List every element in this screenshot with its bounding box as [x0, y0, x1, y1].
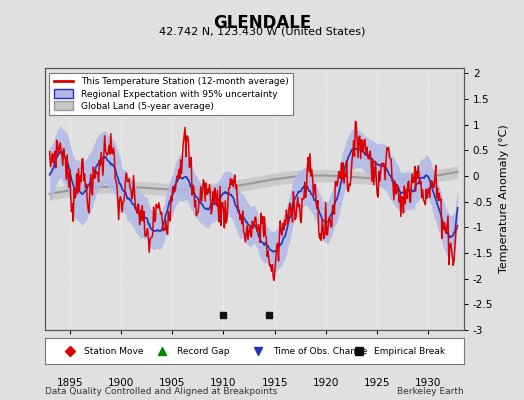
Text: 1930: 1930: [415, 378, 441, 388]
Y-axis label: Temperature Anomaly (°C): Temperature Anomaly (°C): [499, 125, 509, 273]
Text: 1905: 1905: [159, 378, 185, 388]
Text: 1895: 1895: [57, 378, 83, 388]
Text: 1925: 1925: [364, 378, 390, 388]
Text: GLENDALE: GLENDALE: [213, 14, 311, 32]
Text: Empirical Break: Empirical Break: [374, 346, 445, 356]
Text: Time of Obs. Change: Time of Obs. Change: [273, 346, 367, 356]
Text: 1910: 1910: [210, 378, 237, 388]
Text: 1900: 1900: [108, 378, 134, 388]
Text: 1915: 1915: [261, 378, 288, 388]
Text: Berkeley Earth: Berkeley Earth: [397, 387, 464, 396]
Text: 1920: 1920: [312, 378, 339, 388]
Text: Record Gap: Record Gap: [177, 346, 229, 356]
Legend: This Temperature Station (12-month average), Regional Expectation with 95% uncer: This Temperature Station (12-month avera…: [49, 72, 293, 115]
Text: Data Quality Controlled and Aligned at Breakpoints: Data Quality Controlled and Aligned at B…: [45, 387, 277, 396]
Text: Station Move: Station Move: [84, 346, 144, 356]
Text: 42.742 N, 123.430 W (United States): 42.742 N, 123.430 W (United States): [159, 26, 365, 36]
